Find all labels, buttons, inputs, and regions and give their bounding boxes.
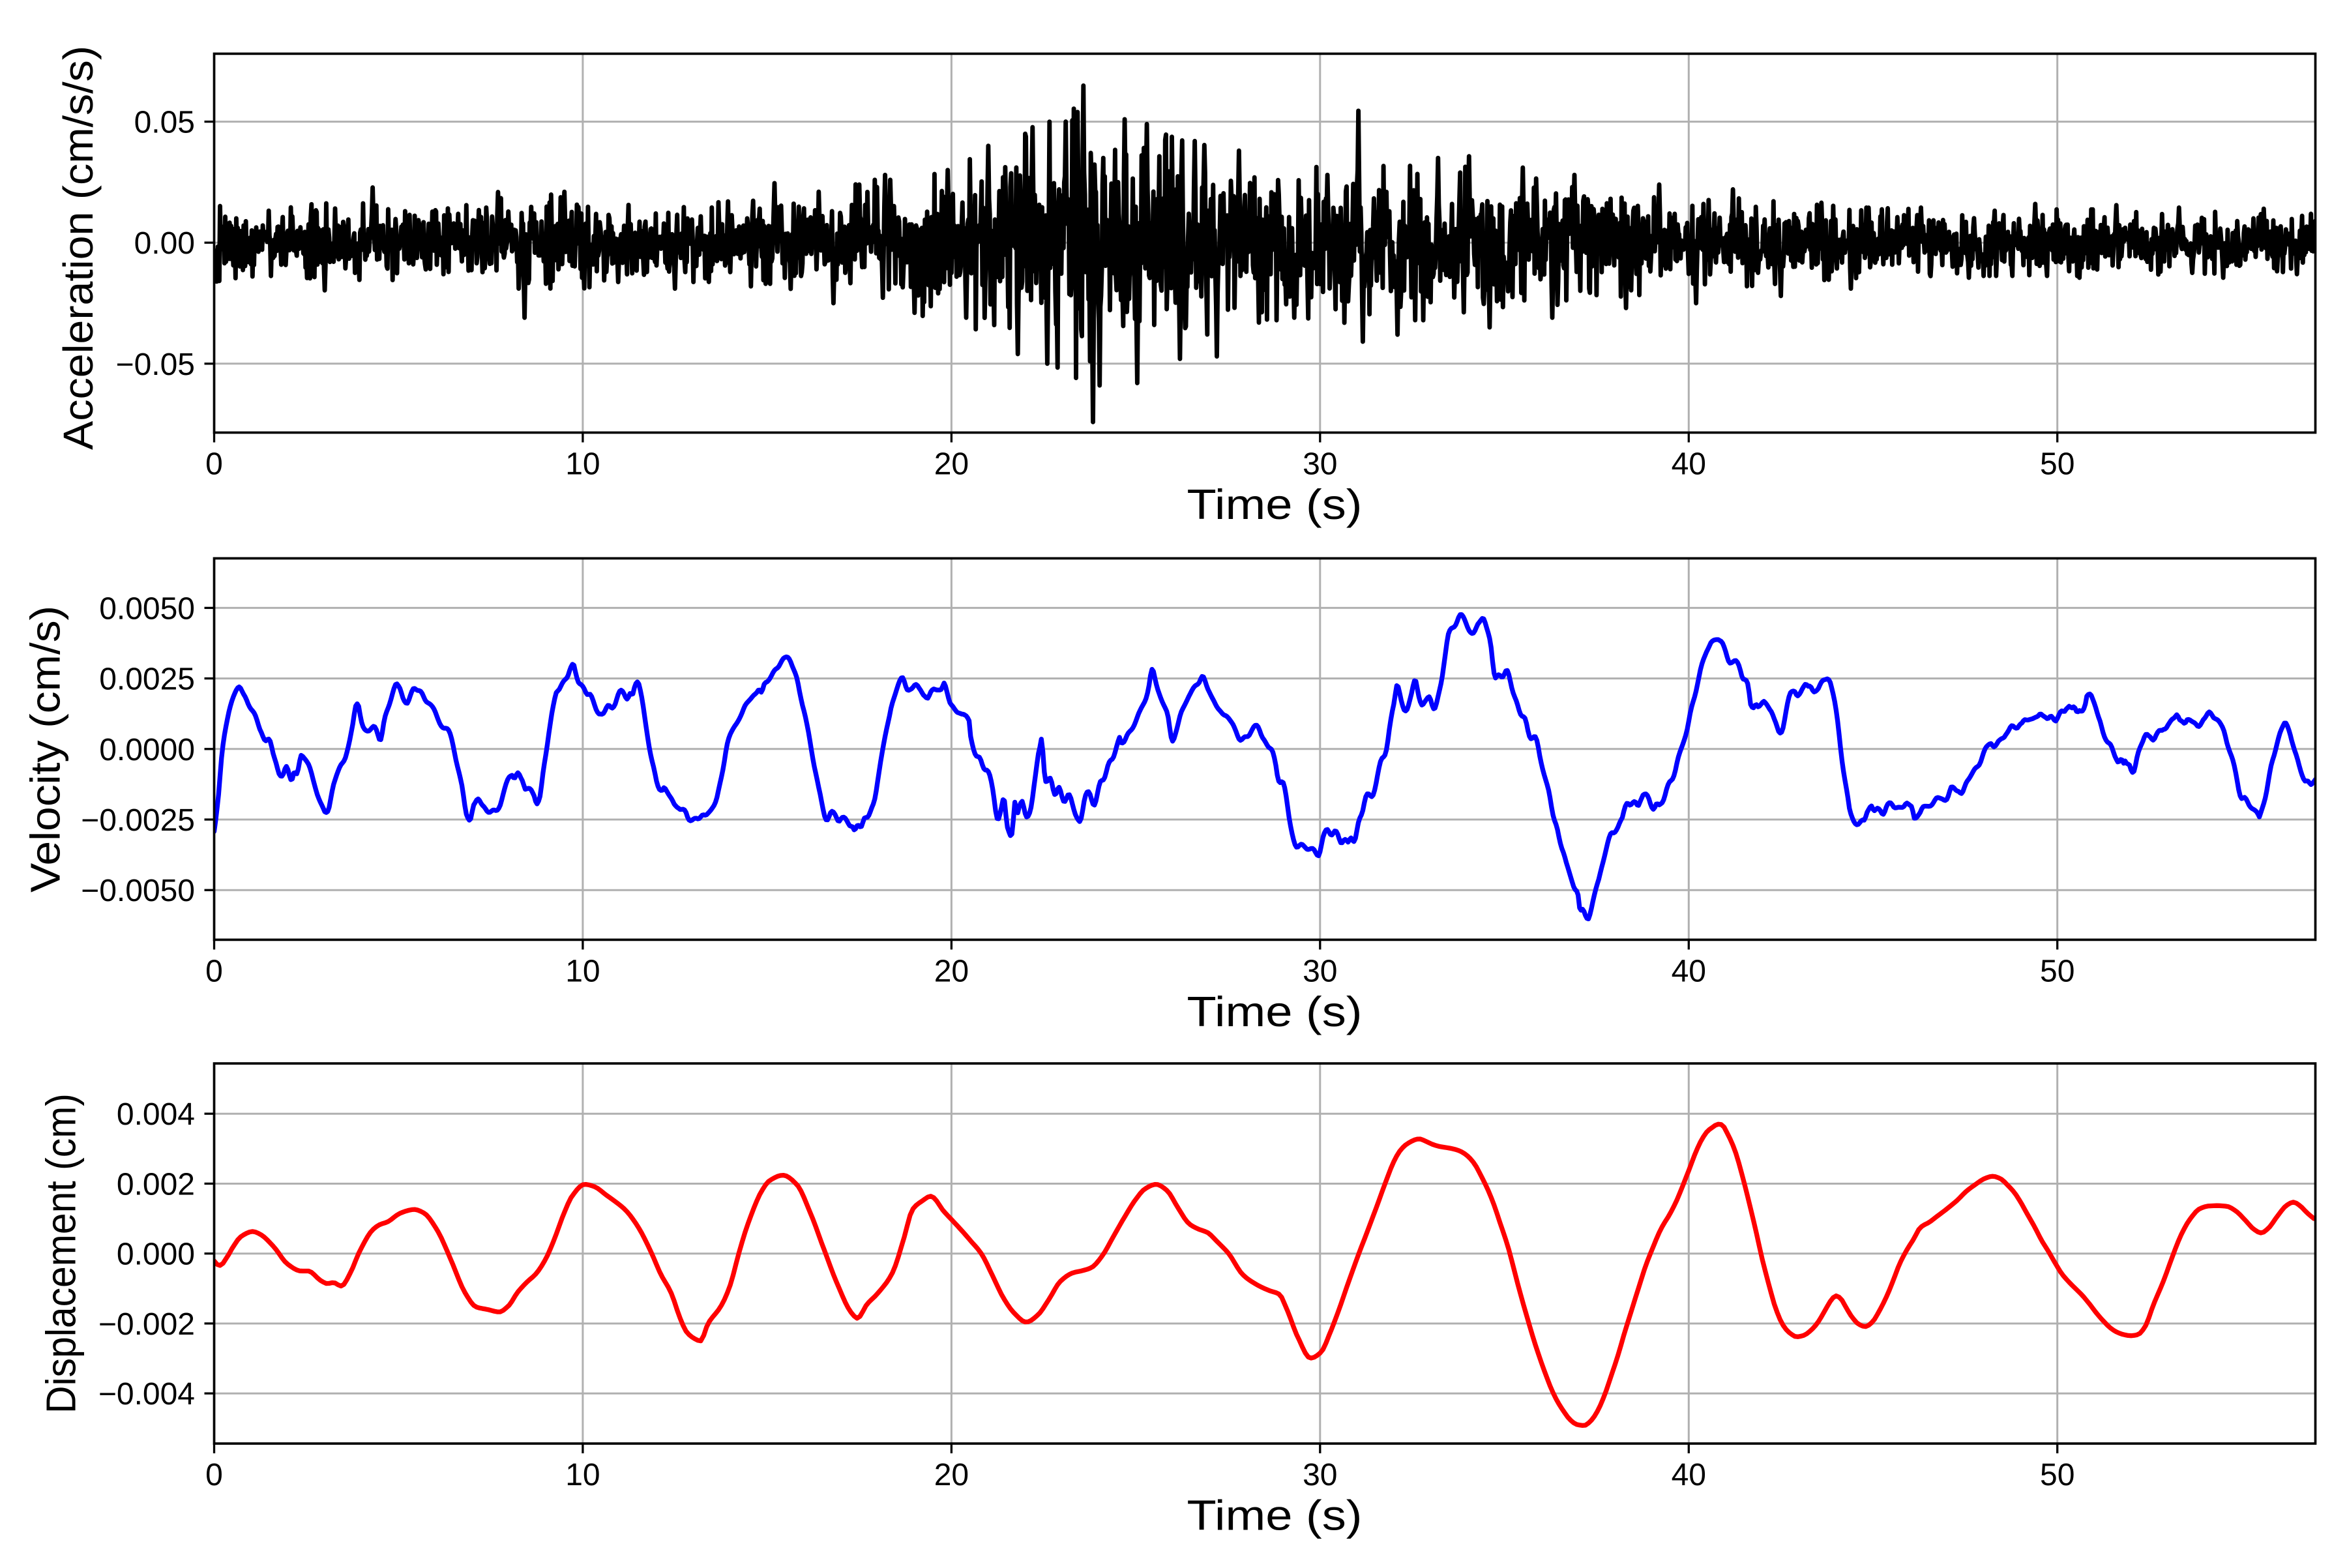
svg-text:30: 30 [1303,954,1337,988]
svg-text:−0.004: −0.004 [98,1377,195,1412]
svg-text:Velocity (cm/s): Velocity (cm/s) [22,606,69,893]
svg-text:10: 10 [565,447,600,482]
svg-text:Acceleration (cm/s/s): Acceleration (cm/s/s) [55,46,102,450]
svg-text:0.00: 0.00 [134,226,195,261]
svg-text:40: 40 [1672,447,1706,482]
svg-text:0: 0 [205,954,223,988]
svg-text:−0.002: −0.002 [98,1307,195,1342]
svg-text:Displacement (cm): Displacement (cm) [38,1093,85,1413]
svg-text:50: 50 [2040,954,2074,988]
svg-text:40: 40 [1672,954,1706,988]
svg-text:0.0000: 0.0000 [99,733,195,767]
svg-text:0.0050: 0.0050 [99,591,195,626]
svg-text:Time (s): Time (s) [1187,988,1363,1035]
svg-text:Time (s): Time (s) [1187,481,1363,528]
svg-text:20: 20 [934,447,969,482]
svg-text:50: 50 [2040,447,2074,482]
svg-text:30: 30 [1303,1458,1337,1492]
svg-text:10: 10 [565,1458,600,1492]
svg-text:0: 0 [205,1458,223,1492]
svg-text:50: 50 [2040,1458,2074,1492]
svg-text:0.004: 0.004 [117,1097,195,1132]
svg-text:0.002: 0.002 [117,1168,195,1202]
svg-text:−0.0050: −0.0050 [81,874,195,908]
svg-text:10: 10 [565,954,600,988]
svg-text:−0.05: −0.05 [116,348,195,382]
svg-text:0.000: 0.000 [117,1237,195,1272]
svg-text:0.05: 0.05 [134,106,195,140]
svg-text:20: 20 [934,954,969,988]
svg-text:0: 0 [205,447,223,482]
svg-text:Time (s): Time (s) [1187,1492,1363,1539]
svg-text:30: 30 [1303,447,1337,482]
svg-text:20: 20 [934,1458,969,1492]
svg-text:−0.0025: −0.0025 [81,803,195,838]
svg-text:40: 40 [1672,1458,1706,1492]
svg-text:0.0025: 0.0025 [99,662,195,697]
